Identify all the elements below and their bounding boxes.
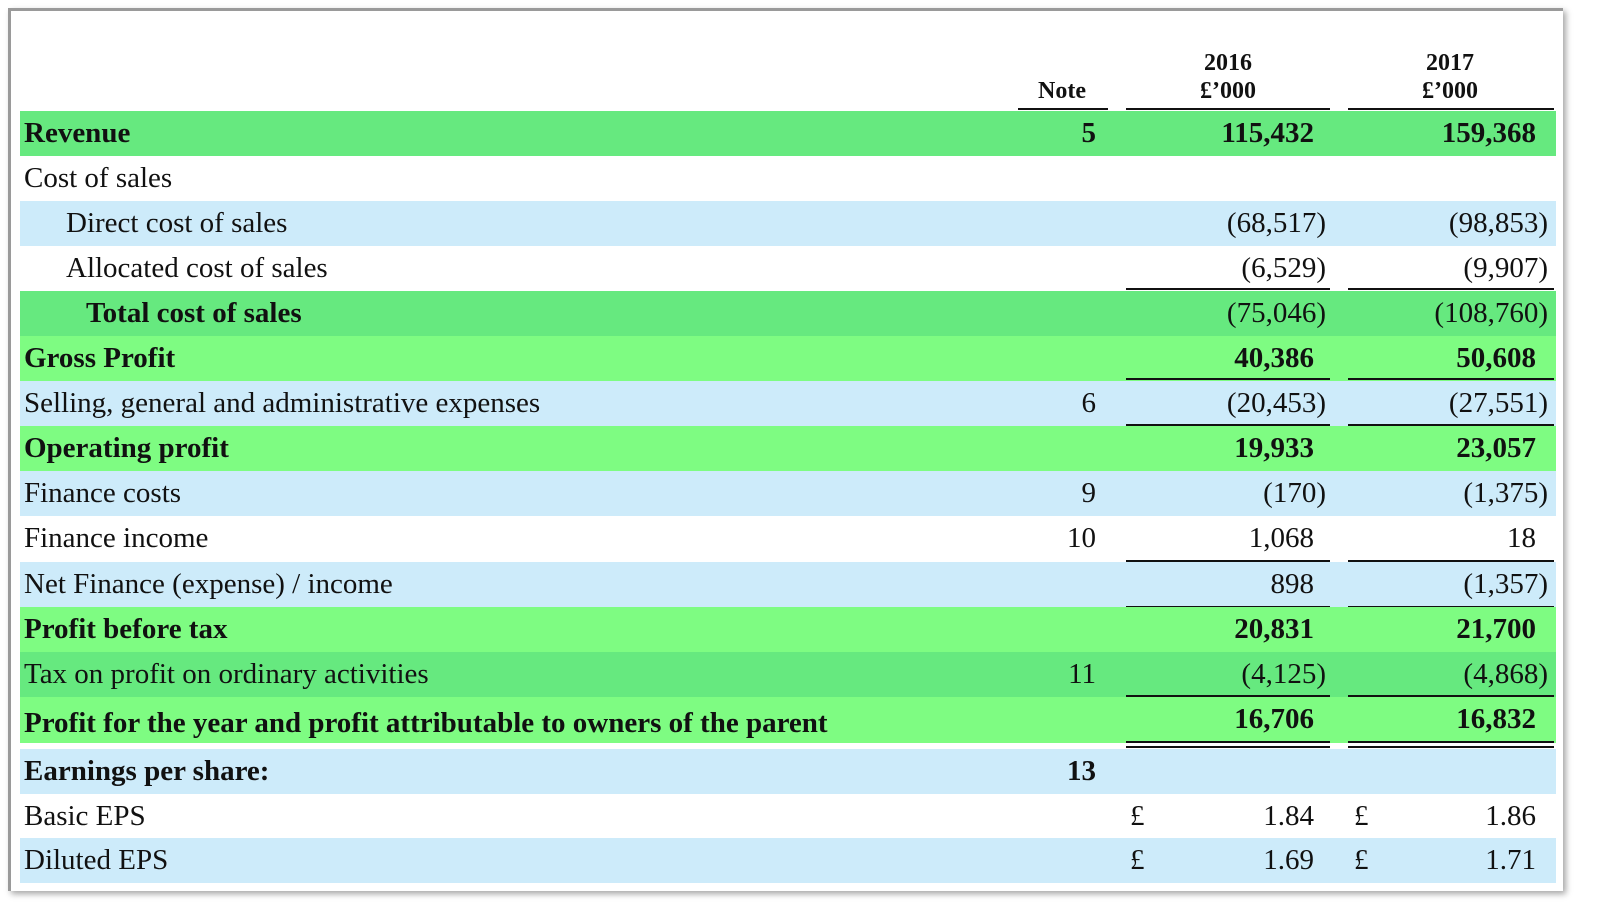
value-2016: (6,529) [1241,252,1326,284]
row-sga-expenses: Selling, general and administrative expe… [20,381,1556,426]
subtotal-rule-2017 [1348,288,1554,290]
row-operating-profit: Operating profit 19,933 23,057 [20,426,1556,471]
row-cost-of-sales-heading: Cost of sales [20,156,1556,201]
rule-2016 [1126,424,1330,426]
value-2016: 115,432 [1221,117,1314,149]
unit-2016-header: £’000 [1200,78,1256,104]
row-earnings-per-share: Earnings per share: 13 [20,749,1556,794]
row-finance-income: Finance income 10 1,068 18 [20,516,1556,561]
value-2016: (75,046) [1226,297,1326,329]
row-label: Basic EPS [24,800,146,832]
row-revenue: Revenue 5 115,432 159,368 [20,111,1556,156]
currency-2017: £ [1354,800,1369,832]
value-2016: 20,831 [1234,613,1314,645]
row-label: Direct cost of sales [66,207,288,239]
value-2017: 23,057 [1456,432,1536,464]
row-label: Gross Profit [24,342,176,374]
row-label: Allocated cost of sales [66,252,328,284]
row-label: Net Finance (expense) / income [24,568,393,600]
currency-2016: £ [1130,844,1145,876]
row-basic-eps: Basic EPS £ 1.84 £ 1.86 [20,794,1556,839]
row-profit-for-year: Profit for the year and profit attributa… [20,697,1556,743]
value-2017: 159,368 [1441,117,1536,149]
row-net-finance: Net Finance (expense) / income 898 (1,35… [20,562,1556,607]
double-rule-2016-top [1126,741,1330,743]
rule-2016 [1126,560,1330,562]
value-2017: 50,608 [1456,342,1536,374]
value-2017: 18 [1507,522,1536,554]
row-label: Diluted EPS [24,844,169,876]
row-note: 9 [1081,477,1097,509]
subtotal-rule-2016 [1126,288,1330,290]
value-2017: (1,357) [1463,568,1548,600]
value-2017: 1.71 [1485,844,1536,876]
row-diluted-eps: Diluted EPS £ 1.69 £ 1.71 [20,838,1556,883]
row-gross-profit: Gross Profit 40,386 50,608 [20,336,1556,381]
row-label: Earnings per share: [24,755,270,787]
row-note: 11 [1068,658,1096,690]
value-2016: (4,125) [1241,658,1326,690]
row-tax: Tax on profit on ordinary activities 11 … [20,652,1556,697]
value-2017: (4,868) [1463,658,1548,690]
value-2016: 1,068 [1248,522,1314,554]
row-label: Finance costs [24,477,182,509]
row-note: 5 [1081,117,1097,149]
value-2017: (27,551) [1448,387,1548,419]
value-2016: 898 [1270,568,1315,600]
rule-2016 [1126,378,1330,380]
value-2017: (108,760) [1434,297,1548,329]
value-2016: (68,517) [1226,207,1326,239]
year-2016-header: 2016 [1204,50,1252,76]
row-label: Revenue [24,117,131,149]
rule-2017 [1348,560,1554,562]
rule-2017 [1348,695,1554,697]
rule-2017 [1348,424,1554,426]
row-finance-costs: Finance costs 9 (170) (1,375) [20,471,1556,516]
value-2017: 1.86 [1485,800,1536,832]
double-rule-2017-bottom [1348,746,1554,748]
note-header-underline [1018,108,1108,110]
row-label: Total cost of sales [86,297,302,329]
value-2016: 19,933 [1234,432,1314,464]
value-2017: 16,832 [1456,703,1536,735]
2017-header-underline [1348,108,1554,110]
value-2017: 21,700 [1456,613,1536,645]
row-profit-before-tax: Profit before tax 20,831 21,700 [20,607,1556,652]
row-allocated-cost-of-sales: Allocated cost of sales (6,529) (9,907) [20,246,1556,291]
row-label: Tax on profit on ordinary activities [24,658,429,690]
2016-header-underline [1126,108,1330,110]
value-2016: 1.84 [1263,800,1314,832]
unit-2017-header: £’000 [1422,78,1478,104]
row-label: Cost of sales [24,162,173,194]
value-2016: 16,706 [1234,703,1314,735]
row-label: Profit for the year and profit attributa… [24,707,828,739]
row-direct-cost-of-sales: Direct cost of sales (68,517) (98,853) [20,201,1556,246]
row-note: 10 [1067,522,1096,554]
value-2016: 40,386 [1234,342,1314,374]
rule-2016 [1126,695,1330,697]
value-2016: (170) [1263,477,1326,509]
value-2017: (98,853) [1448,207,1548,239]
row-label: Selling, general and administrative expe… [24,387,541,419]
currency-2017: £ [1354,844,1369,876]
value-2016: 1.69 [1263,844,1314,876]
row-total-cost-of-sales: Total cost of sales (75,046) (108,760) [20,291,1556,336]
row-label: Operating profit [24,432,229,464]
row-note: 13 [1067,755,1096,787]
double-rule-2016-bottom [1126,746,1330,748]
value-2016: (20,453) [1226,387,1326,419]
currency-2016: £ [1130,800,1145,832]
double-rule-2017-top [1348,741,1554,743]
year-2017-header: 2017 [1426,50,1474,76]
rule-2017 [1348,378,1554,380]
row-label: Profit before tax [24,613,228,645]
row-note: 6 [1081,387,1097,419]
value-2017: (1,375) [1463,477,1548,509]
value-2017: (9,907) [1463,252,1548,284]
note-column-header: Note [1038,78,1086,104]
row-label: Finance income [24,522,209,554]
